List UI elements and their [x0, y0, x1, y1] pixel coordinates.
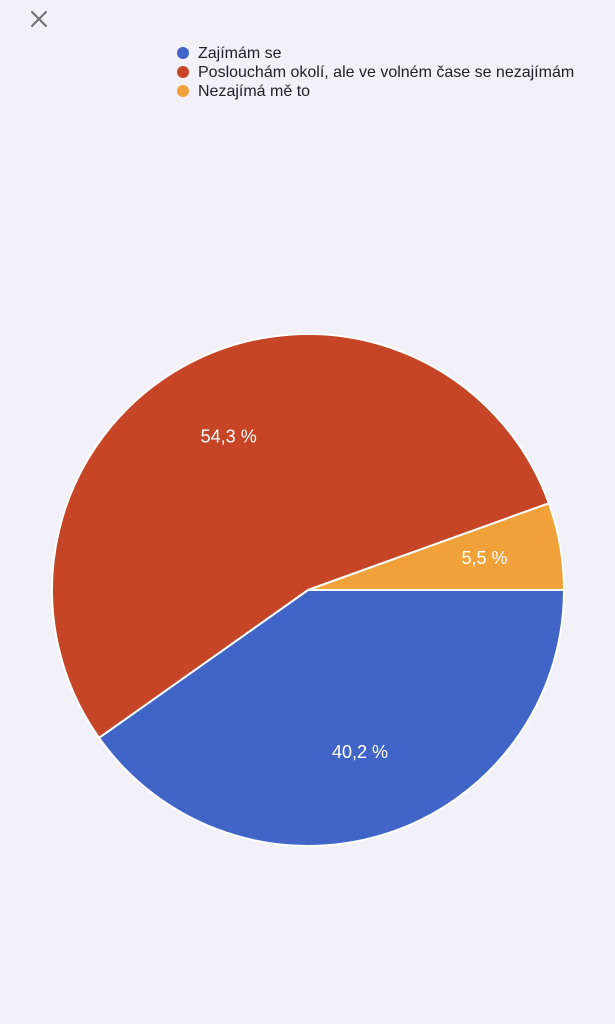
data-label: 40,2 %: [332, 742, 388, 762]
data-label: 5,5 %: [462, 548, 508, 568]
pie-slice: [307, 502, 566, 591]
close-icon-stroke: [31, 11, 47, 27]
close-button[interactable]: [31, 11, 47, 27]
pie-slice: [51, 333, 551, 740]
legend-label: Nezajímá mě to: [198, 83, 310, 100]
data-label: 54,3 %: [201, 427, 257, 447]
legend-label: Zajímám se: [198, 45, 282, 62]
pie-slice: [97, 589, 566, 847]
legend-label: Poslouchám okolí, ale ve volném čase se …: [198, 64, 574, 81]
legend-swatch: [177, 85, 189, 97]
legend-swatch: [177, 47, 189, 59]
legend-swatch: [177, 66, 189, 78]
